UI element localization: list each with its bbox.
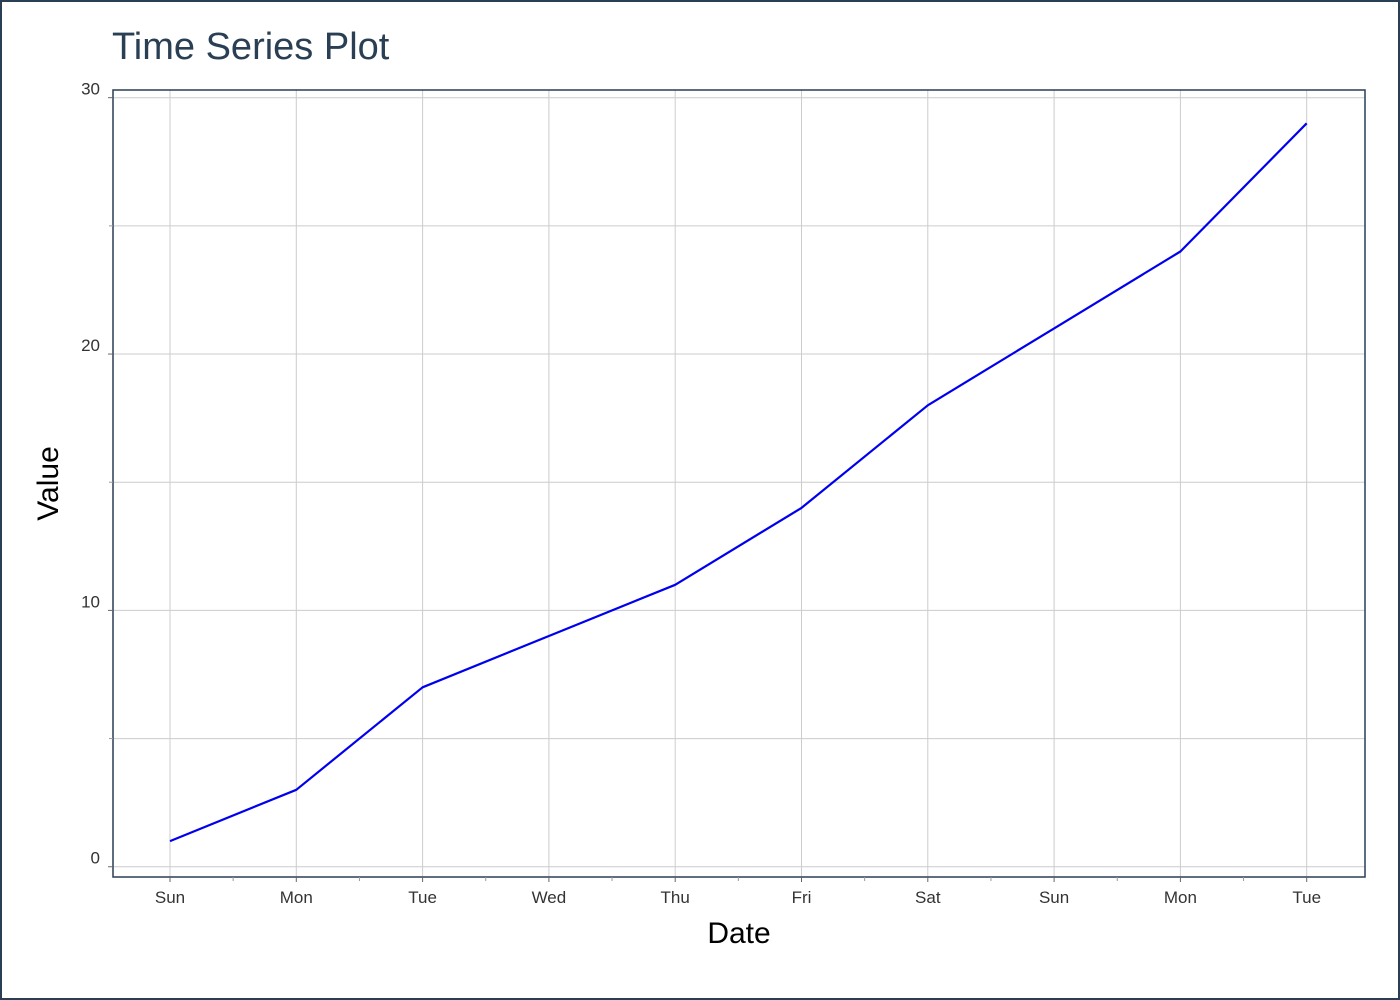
x-tick-label: Mon (1164, 888, 1197, 907)
y-tick-label: 10 (81, 592, 100, 611)
grid-lines (113, 90, 1365, 877)
y-tick-label: 20 (81, 336, 100, 355)
series-line (169, 122, 1308, 843)
plot-area (112, 89, 1366, 878)
y-axis-label: Value (32, 446, 65, 521)
x-tick-label: Mon (280, 888, 313, 907)
axis-ticks (108, 97, 1308, 882)
x-tick-label: Tue (408, 888, 437, 907)
x-tick-label: Sat (915, 888, 941, 907)
x-tick-label: Tue (1292, 888, 1321, 907)
x-tick-label: Sun (1039, 888, 1069, 907)
chart-title: Time Series Plot (112, 26, 390, 68)
x-tick-label: Thu (661, 888, 690, 907)
series-lines (169, 122, 1308, 843)
x-tick-label: Sun (155, 888, 185, 907)
x-axis-label: Date (707, 917, 770, 950)
y-tick-label: 0 (91, 849, 100, 868)
x-tick-label: Fri (792, 888, 812, 907)
tick-labels: Sun Mon Tue Wed Thu Fri Sat Sun Mon Tue 0 10 20 30 (81, 80, 1321, 907)
x-tick-label: Wed (532, 888, 567, 907)
y-tick-label: 30 (81, 80, 100, 99)
